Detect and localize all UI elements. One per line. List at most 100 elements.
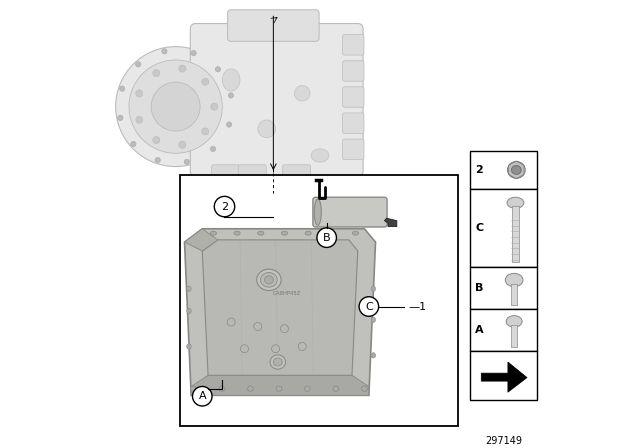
Ellipse shape (507, 197, 524, 208)
Circle shape (254, 323, 262, 331)
Ellipse shape (248, 386, 253, 392)
FancyBboxPatch shape (283, 165, 310, 180)
Bar (470, 351, 537, 400)
FancyBboxPatch shape (342, 139, 364, 159)
Polygon shape (385, 218, 397, 227)
Circle shape (184, 159, 189, 164)
Ellipse shape (508, 161, 525, 178)
Ellipse shape (273, 358, 282, 366)
Text: C: C (365, 302, 372, 311)
Circle shape (202, 78, 209, 85)
Ellipse shape (187, 286, 191, 291)
Bar (470, 267, 537, 309)
Circle shape (151, 82, 200, 131)
Ellipse shape (276, 386, 282, 392)
Bar (511, 284, 517, 305)
Ellipse shape (353, 231, 358, 235)
Ellipse shape (305, 231, 311, 235)
Circle shape (317, 228, 337, 247)
Ellipse shape (187, 344, 191, 349)
Polygon shape (191, 375, 369, 395)
FancyBboxPatch shape (342, 87, 364, 107)
Bar (470, 309, 537, 351)
Bar (470, 189, 537, 267)
Text: GA8HP45Z: GA8HP45Z (273, 291, 301, 296)
Ellipse shape (234, 231, 240, 235)
Bar (470, 151, 537, 189)
FancyBboxPatch shape (238, 165, 266, 180)
Circle shape (214, 196, 235, 217)
Ellipse shape (371, 286, 376, 291)
Text: A: A (475, 325, 484, 335)
Circle shape (271, 345, 280, 353)
Ellipse shape (511, 165, 521, 174)
Ellipse shape (505, 273, 523, 287)
Circle shape (131, 141, 136, 146)
Text: 2: 2 (476, 165, 483, 175)
Ellipse shape (314, 199, 321, 225)
Ellipse shape (371, 353, 376, 358)
Circle shape (153, 69, 160, 77)
Text: 297149: 297149 (485, 436, 522, 446)
Circle shape (227, 318, 235, 326)
Circle shape (179, 141, 186, 148)
Text: B: B (476, 283, 484, 293)
Circle shape (136, 116, 143, 123)
Ellipse shape (305, 386, 310, 392)
Bar (511, 325, 516, 347)
Ellipse shape (257, 269, 281, 290)
Circle shape (359, 297, 379, 316)
Ellipse shape (222, 69, 240, 91)
Circle shape (120, 86, 125, 91)
Circle shape (227, 122, 232, 127)
Circle shape (228, 93, 234, 98)
FancyBboxPatch shape (313, 197, 387, 227)
FancyBboxPatch shape (342, 34, 364, 55)
FancyBboxPatch shape (212, 165, 239, 180)
Circle shape (211, 103, 218, 110)
FancyBboxPatch shape (342, 113, 364, 134)
Polygon shape (481, 362, 527, 392)
Ellipse shape (258, 120, 276, 138)
Circle shape (129, 60, 222, 153)
Circle shape (116, 47, 236, 167)
Ellipse shape (371, 317, 376, 323)
Ellipse shape (264, 276, 273, 284)
Circle shape (162, 49, 167, 54)
Polygon shape (184, 229, 376, 395)
Circle shape (193, 387, 212, 406)
FancyBboxPatch shape (190, 24, 363, 177)
Circle shape (202, 128, 209, 135)
Ellipse shape (362, 386, 367, 392)
Circle shape (191, 51, 196, 56)
Polygon shape (184, 229, 218, 251)
Circle shape (118, 115, 123, 121)
Text: A: A (198, 391, 206, 401)
Text: C: C (476, 223, 484, 233)
Text: B: B (323, 233, 330, 243)
Text: 2: 2 (221, 202, 228, 211)
Circle shape (215, 67, 221, 72)
Circle shape (136, 62, 141, 67)
Ellipse shape (329, 231, 335, 235)
Ellipse shape (191, 386, 196, 392)
Ellipse shape (270, 355, 285, 369)
Text: —1: —1 (409, 302, 427, 311)
Ellipse shape (506, 315, 522, 327)
Ellipse shape (211, 231, 216, 235)
Polygon shape (202, 240, 358, 375)
Circle shape (136, 90, 143, 97)
Bar (180, 176, 458, 426)
Ellipse shape (311, 149, 329, 162)
Ellipse shape (282, 231, 287, 235)
Circle shape (241, 345, 248, 353)
Circle shape (298, 342, 306, 350)
Circle shape (179, 65, 186, 72)
FancyBboxPatch shape (228, 10, 319, 41)
Ellipse shape (187, 308, 191, 314)
Ellipse shape (219, 386, 225, 392)
FancyBboxPatch shape (342, 61, 364, 81)
Ellipse shape (260, 272, 277, 287)
Ellipse shape (258, 231, 264, 235)
Ellipse shape (294, 86, 310, 101)
